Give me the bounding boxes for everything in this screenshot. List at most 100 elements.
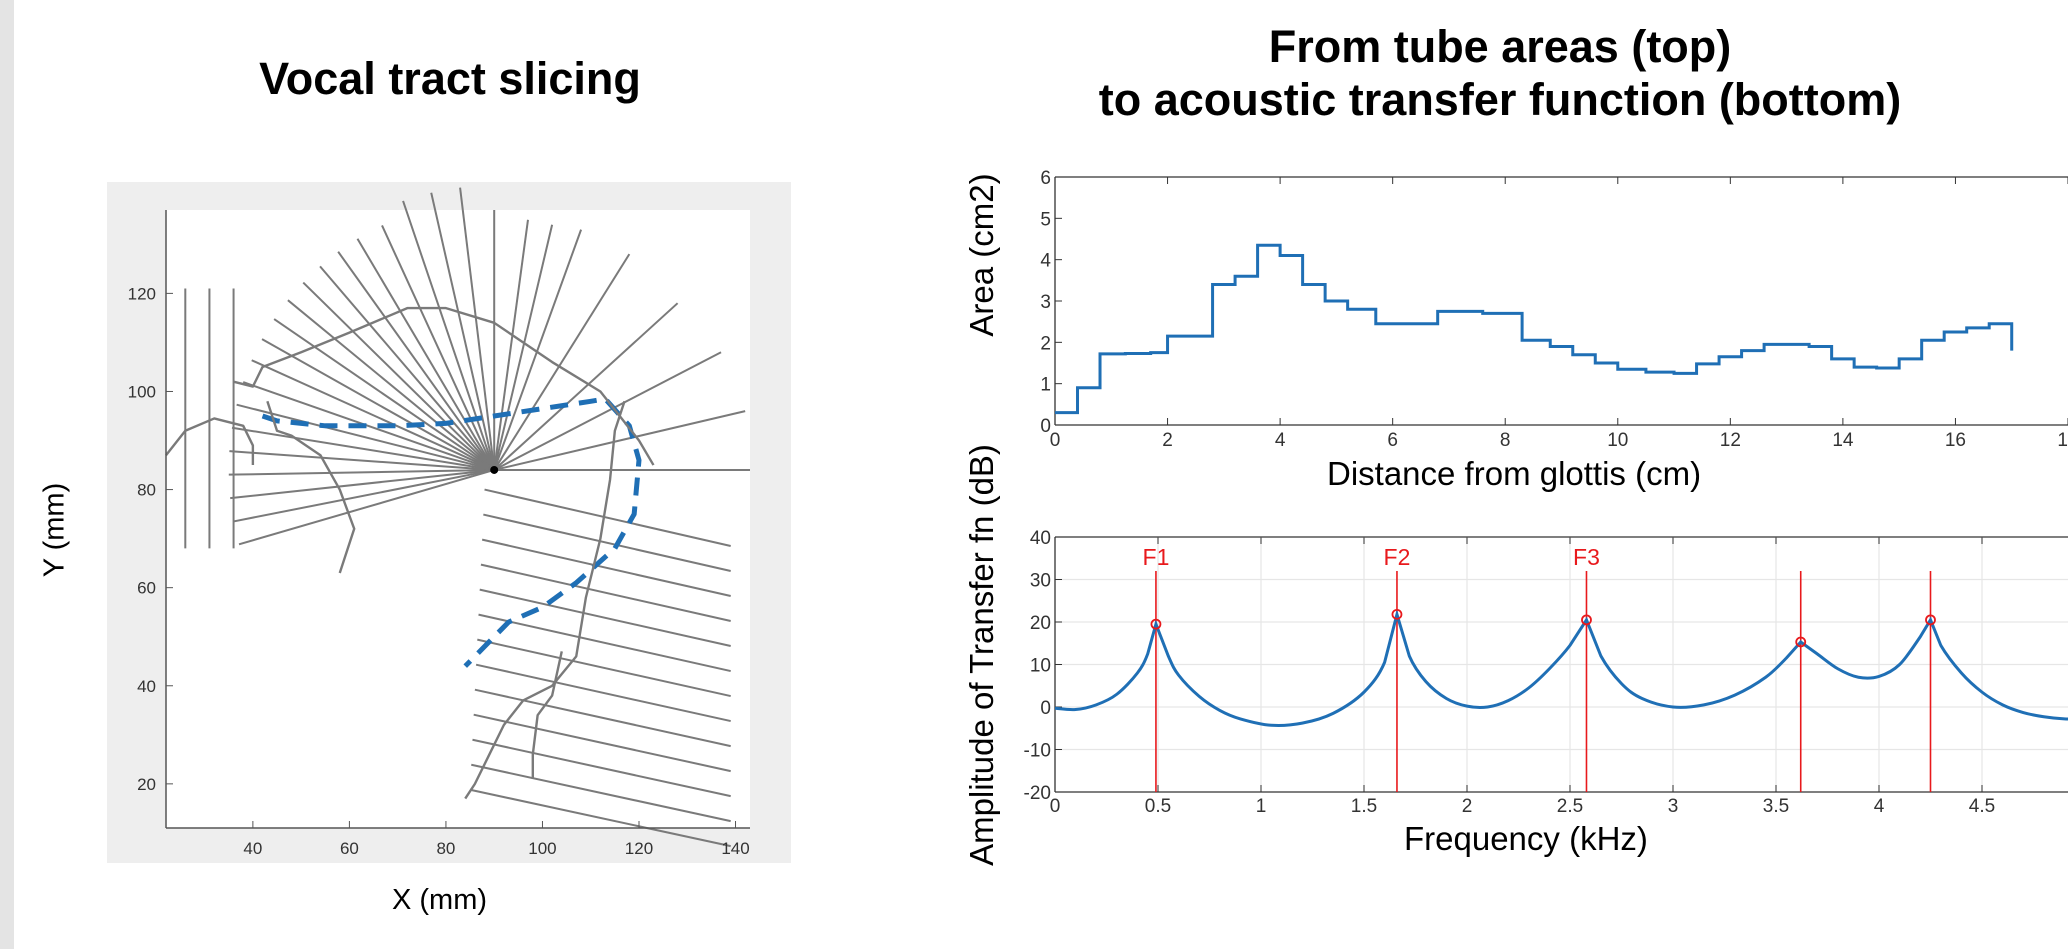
slice-line [261,338,495,471]
x-tick-label: 4.5 [1969,796,1995,817]
left-x-axis-label-text: X (mm) [392,884,488,916]
slice-line [381,225,496,471]
vocal-tract-plot-area [166,210,750,828]
x-tick-label: 16 [1945,430,1966,451]
slice-line [480,563,731,622]
vocal-tract-outline-3 [266,400,356,574]
slice-line [474,688,731,748]
fan-center-point [490,465,499,474]
formant-label: F1 [1143,544,1170,570]
slice-line [483,513,731,572]
x-tick-label: 3 [1668,796,1679,817]
formant-peak-marker [1925,614,1936,626]
vocal-tract-outline-4 [464,400,626,800]
slice-line [302,281,495,471]
y-tick-label: -20 [1024,783,1051,804]
slice-line [478,613,731,673]
formant-peak-marker [1391,608,1403,620]
left-chart-title-text: Vocal tract slicing [259,53,641,104]
x-tick-label: 100 [528,839,556,858]
formant-peak-marker [1795,636,1807,648]
slice-line [473,713,731,773]
slice-line [493,224,554,471]
x-tick-label: 0 [1050,430,1061,451]
slice-line [477,638,731,698]
y-tick-label: 20 [1030,613,1051,634]
slice-line [479,588,731,648]
y-tick-label: 40 [1030,528,1051,549]
slice-line [493,219,529,471]
y-tick-label: 6 [1040,168,1051,189]
formant-label: F2 [1384,544,1411,570]
slice-line [242,381,495,471]
y-tick-label: 0 [1040,416,1051,437]
right-chart-title-line2: to acoustic transfer function (bottom) [1098,74,1902,125]
x-tick-label: 4 [1874,796,1885,817]
x-tick-label: 2.5 [1557,796,1583,817]
formant-peak-marker [1150,618,1162,630]
x-tick-label: 6 [1387,430,1398,451]
right-chart-title-line1: From tube areas (top) [1268,21,1732,72]
transfer-x-axis-label-text: Frequency (kHz) [1404,820,1648,857]
left-chart-title: Vocal tract slicing [140,52,760,105]
slice-line [231,426,495,471]
y-tick-label: 3 [1040,292,1051,313]
y-tick-label: 2 [1040,333,1051,354]
vocal-tract-outline-2 [233,306,655,466]
slice-line [484,488,731,547]
x-tick-label: 120 [625,839,653,858]
slice-line [475,663,731,723]
formant-peak-marker [1581,614,1592,626]
y-tick-label: 100 [128,382,156,401]
transfer-function-line [1054,608,2068,728]
slice-line [236,403,495,471]
slice-line [469,788,731,848]
y-tick-label: 4 [1040,251,1051,272]
slice-line [493,410,746,471]
y-tick-label: 0 [1040,698,1051,719]
area-x-axis-label-text: Distance from glottis (cm) [1327,455,1702,492]
x-tick-label: 12 [1720,430,1741,451]
slice-line [337,251,496,471]
slice-line [493,229,583,471]
vocal-tract-outline-5 [531,651,563,779]
area-function-line [1055,243,2014,415]
slice-line [287,299,495,471]
x-tick-label: 3.5 [1763,796,1789,817]
y-tick-label: 20 [137,775,156,794]
y-tick-label: 120 [128,284,156,303]
slice-line [356,238,496,471]
vocal-tract-slices-group [184,187,750,848]
slice-line [273,318,495,471]
left-edge-strip [0,0,14,949]
transfer-x-axis-label: Frequency (kHz) [1404,820,1648,858]
x-tick-label: 60 [340,839,359,858]
right-chart-title: From tube areas (top) to acoustic transf… [1050,20,1950,126]
vocal-tract-outline-1 [165,417,255,466]
x-tick-label: 18 [2057,430,2068,451]
slice-line [481,538,731,597]
slice-line [238,468,495,546]
slice-line [233,468,495,523]
x-tick-label: 40 [243,839,262,858]
x-tick-label: 1 [1256,796,1267,817]
y-tick-label: -10 [1024,741,1051,762]
slice-line [472,738,731,798]
slice-line [319,265,495,471]
y-tick-label: 40 [137,677,156,696]
slice-line [493,351,722,471]
slice-line [430,192,496,471]
area-x-axis-label: Distance from glottis (cm) [1327,455,1701,493]
x-tick-label: 80 [436,839,455,858]
slice-line [228,468,495,476]
y-tick-label: 30 [1030,571,1051,592]
x-tick-label: 0 [1050,796,1061,817]
formant-label: F3 [1573,544,1600,570]
left-x-axis-label: X (mm) [392,884,487,917]
x-tick-label: 10 [1607,430,1628,451]
x-tick-label: 2 [1462,796,1473,817]
y-tick-label: 80 [137,481,156,500]
transfer-grid-group [1055,537,2068,792]
slice-line [402,200,496,471]
y-tick-label: 10 [1030,656,1051,677]
